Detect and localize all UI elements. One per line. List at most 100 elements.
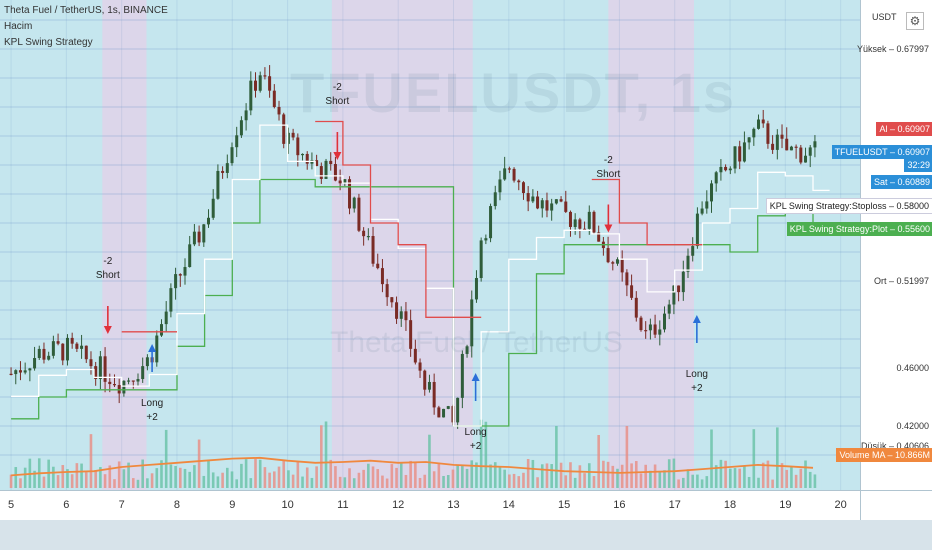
volume-bar (564, 475, 568, 488)
candle-body (432, 381, 436, 408)
time-axis[interactable]: 5 6 7 8 9 10 11 12 13 14 15 16 17 18 19 20 (0, 490, 860, 521)
volume-bar (108, 465, 112, 488)
chart-plot-area[interactable]: TFUELUSDT, 1s Theta Fuel / TetherUS Thet… (0, 0, 860, 490)
candle-body (592, 211, 596, 233)
candle-body (70, 337, 74, 344)
volume-legend[interactable]: Hacim (4, 21, 33, 32)
candle-body (380, 268, 384, 285)
price-axis[interactable]: Yüksek – 0.67997 Ort – 0.51997 0.46000 0.42… (765, 0, 932, 490)
candle-body (221, 170, 225, 173)
candle-body (319, 166, 323, 179)
candle-body (799, 147, 803, 163)
volume-bar (432, 471, 436, 488)
candle-body (789, 146, 793, 151)
volume-bar (296, 462, 300, 488)
symbol-legend[interactable]: Theta Fuel / TetherUS, 1s, BINANCE (4, 5, 168, 16)
volume-bar (277, 466, 281, 488)
candle-body (804, 155, 808, 163)
volume-bar (310, 477, 314, 488)
volume-bar (169, 464, 173, 488)
strategy-stoploss-line (121, 120, 703, 333)
volume-bar (193, 465, 196, 488)
volume-bar (428, 434, 431, 488)
candle-body (235, 135, 239, 148)
volume-bar (47, 459, 50, 488)
candle-body (620, 259, 624, 273)
candle-body (127, 380, 131, 382)
candle-body (409, 320, 413, 349)
candle-body (268, 76, 272, 91)
candle-body (747, 137, 751, 143)
volume-bar (89, 434, 93, 488)
time-axis-tick: 16 (613, 499, 626, 511)
long-signal-arrowhead (148, 344, 157, 352)
volume-bar (164, 429, 168, 488)
volume-bar (761, 462, 765, 488)
candle-body (315, 160, 319, 167)
volume-bar (649, 470, 652, 488)
candle-body (733, 146, 737, 169)
volume-bar (352, 478, 356, 488)
strategy-legend[interactable]: KPL Swing Strategy (4, 37, 93, 48)
volume-bar (291, 474, 295, 488)
volume-bar (141, 459, 144, 488)
candle-body (291, 132, 295, 138)
candle-body (785, 138, 789, 151)
volume-bar (799, 468, 803, 488)
volume-bar (42, 476, 46, 488)
volume-bar (461, 465, 464, 488)
volume-bar (146, 478, 149, 488)
time-axis-tick: 15 (557, 499, 571, 511)
candle-body (639, 317, 643, 331)
candle-body (493, 192, 497, 207)
volume-bar (19, 478, 22, 488)
volume-bar (174, 466, 177, 488)
volume-bar (371, 466, 375, 488)
volume-bar (475, 462, 478, 488)
candle-body (395, 302, 399, 319)
chart-svg (0, 0, 860, 490)
candle-body (587, 211, 591, 229)
regime-band-long (146, 0, 332, 490)
candle-body (677, 285, 681, 293)
volume-bar (555, 425, 558, 488)
candle-body (183, 267, 187, 276)
volume-bar (503, 469, 506, 488)
candle-body (681, 271, 685, 293)
long-signal-qty: +2 (146, 412, 158, 423)
candle-body (230, 147, 234, 164)
candle-body (371, 236, 375, 264)
candle-body (343, 179, 347, 184)
volume-bar (357, 472, 361, 488)
volume-bar (385, 478, 389, 488)
volume-bar (451, 469, 455, 488)
volume-bar (573, 477, 577, 488)
short-signal-label: Short (596, 168, 621, 180)
candle-body (761, 119, 765, 124)
volume-bar (776, 427, 779, 488)
candle-body (691, 246, 695, 256)
candle-body (348, 179, 352, 209)
currency-settings-icon[interactable]: ⚙ (906, 12, 924, 30)
candle-body (526, 193, 530, 202)
volume-bar (376, 469, 380, 488)
strategy-plot-line (11, 178, 830, 427)
volume-bar (714, 465, 718, 488)
time-axis-tick: 10 (281, 499, 294, 511)
volume-bar (479, 419, 483, 488)
price-tag: Volume MA – 10.866M (836, 448, 932, 462)
candle-body (112, 384, 116, 386)
volume-bar (329, 459, 333, 488)
candle-body (108, 381, 112, 385)
candle-body (630, 285, 634, 298)
volume-bar (188, 471, 191, 488)
candle-body (644, 330, 648, 332)
time-axis-tick: 9 (229, 499, 236, 511)
short-signal-label: Short (95, 270, 120, 281)
candle-body (672, 285, 676, 305)
candle-body (573, 219, 577, 227)
volume-bar (794, 474, 798, 488)
candle-body (460, 353, 464, 398)
volume-bar (305, 467, 309, 488)
volume-bar (99, 467, 102, 488)
